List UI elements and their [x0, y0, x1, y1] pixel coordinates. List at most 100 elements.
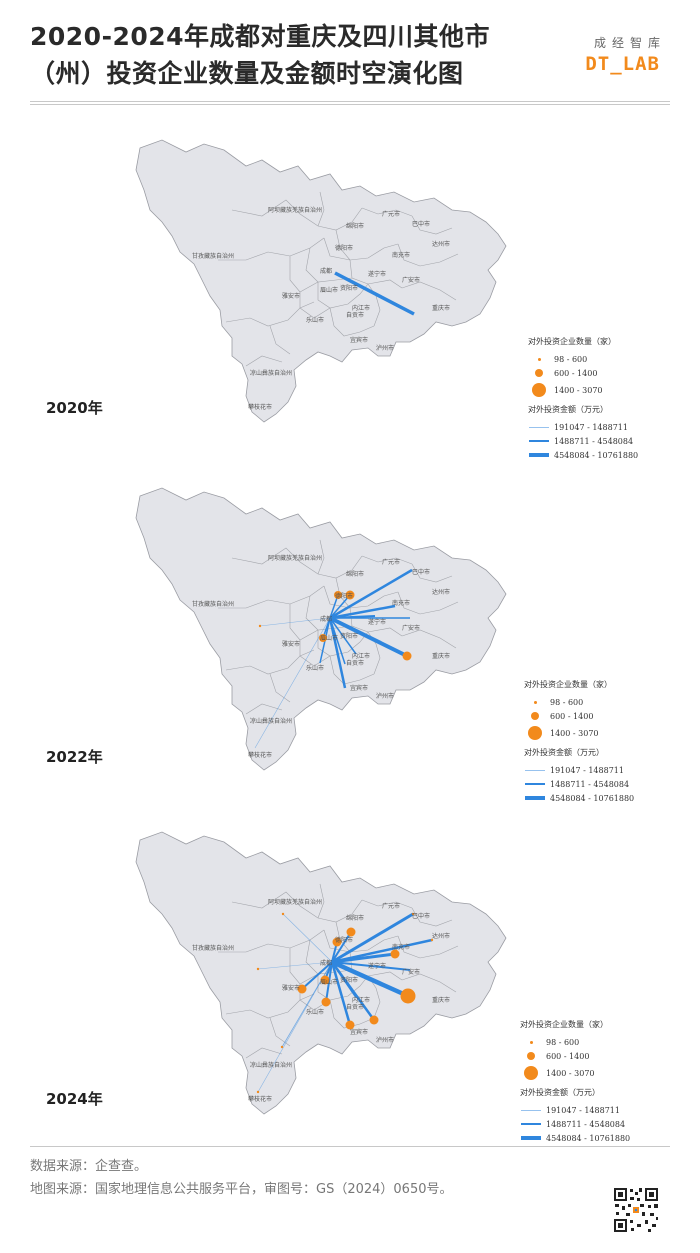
region-label: 遂宁市	[368, 270, 386, 278]
region-label: 广元市	[382, 210, 400, 218]
sichuan-region-shape	[135, 487, 507, 771]
legend-count-item: 1400 - 3070	[528, 380, 638, 400]
region-label: 眉山市	[320, 978, 338, 986]
map-2020: 阿坝藏族羌族自治州 甘孜藏族自治州 凉山彝族自治州 攀枝花市 广元市 巴中市 达州市 南充市 绵…	[0, 130, 700, 460]
footer-divider	[30, 1146, 670, 1147]
flow-line-chongqing	[331, 959, 409, 999]
header-divider	[30, 101, 670, 102]
flow-line-suining	[329, 615, 376, 619]
flow-line-panzhihua	[257, 961, 333, 1093]
legend-amount-item: 191047 - 1488711	[524, 763, 634, 777]
legend-count-item: 1400 - 3070	[524, 723, 634, 743]
count-dot-luzhou	[369, 1015, 379, 1025]
region-label: 资阳市	[340, 976, 358, 984]
region-label: 甘孜藏族自治州	[192, 252, 234, 260]
region-label: 凉山彝族自治州	[250, 369, 292, 377]
region-label: 绵阳市	[346, 914, 364, 922]
flow-line-neijiang	[329, 617, 357, 655]
region-label: 南充市	[392, 943, 410, 951]
region-label: 泸州市	[376, 1036, 394, 1044]
region-label: 巴中市	[412, 912, 430, 920]
page-title: 2020-2024年成都对重庆及四川其他市（州）投资企业数量及金额时空演化图	[30, 22, 491, 88]
legend-amount-item: 1488711 - 4548084	[520, 1117, 630, 1131]
legend-2022: 对外投资企业数量（家） 98 - 600 600 - 1400 1400 - 3…	[524, 679, 634, 805]
region-label: 乐山市	[306, 664, 324, 672]
region-label: 达州市	[432, 588, 450, 596]
region-label: 雅安市	[282, 640, 300, 648]
region-label: 南充市	[392, 251, 410, 259]
legend-count-item: 600 - 1400	[524, 709, 634, 723]
legend-count-title: 对外投资企业数量（家）	[524, 680, 612, 689]
investment-marks-2024	[256, 912, 434, 1094]
brand-name-cn: 成经智库	[593, 36, 666, 50]
flow-line-chongqing	[329, 616, 408, 658]
region-label: 重庆市	[432, 304, 450, 312]
region-label: 重庆市	[432, 652, 450, 660]
legend-amount-item: 4548084 - 10761880	[528, 448, 638, 462]
legend-amount-title: 对外投资金额（万元）	[524, 748, 604, 757]
flow-line-nanchong	[329, 604, 396, 620]
region-label: 阿坝藏族羌族自治州	[268, 206, 322, 214]
region-label: 德阳市	[335, 244, 353, 252]
region-label: 攀枝花市	[248, 1095, 272, 1103]
region-label: 宜宾市	[350, 684, 368, 692]
region-label: 阿坝藏族羌族自治州	[268, 898, 322, 906]
flow-line-zigong	[329, 617, 346, 665]
flow-line-ganzi	[257, 961, 333, 970]
count-dot-yibin	[345, 1020, 355, 1030]
region-label: 自贡市	[346, 1003, 364, 1011]
count-dot-meishan	[320, 975, 330, 985]
region-label: 广安市	[402, 624, 420, 632]
region-label: 绵阳市	[346, 222, 364, 230]
count-dot-bazhong	[411, 912, 415, 916]
region-label: 成都	[320, 959, 332, 967]
region-label: 自贡市	[346, 659, 364, 667]
flow-line-mianyang	[331, 931, 352, 963]
region-label: 资阳市	[340, 284, 358, 292]
year-label-2022: 2022年	[46, 748, 103, 766]
region-label: 甘孜藏族自治州	[192, 944, 234, 952]
region-label: 甘孜藏族自治州	[192, 600, 234, 608]
region-label: 内江市	[352, 652, 370, 660]
region-label: 阿坝藏族羌族自治州	[268, 554, 322, 562]
legend-amount-item: 4548084 - 10761880	[520, 1131, 630, 1145]
region-label: 凉山彝族自治州	[250, 717, 292, 725]
flow-line-panzhihua	[254, 617, 331, 749]
legend-amount-item: 1488711 - 4548084	[528, 434, 638, 448]
legend-count-item: 600 - 1400	[520, 1049, 630, 1063]
legend-amount-item: 4548084 - 10761880	[524, 791, 634, 805]
legend-2024: 对外投资企业数量（家） 98 - 600 600 - 1400 1400 - 3…	[520, 1019, 630, 1145]
region-label: 资阳市	[340, 632, 358, 640]
count-dot-deyang	[334, 591, 342, 599]
map-2024: 阿坝藏族羌族自治州 甘孜藏族自治州 凉山彝族自治州 攀枝花市 广元市 巴中市 达州市 南充市 绵…	[0, 822, 700, 1152]
region-label: 雅安市	[282, 984, 300, 992]
flow-line-guangan	[331, 961, 411, 971]
region-label: 广安市	[402, 276, 420, 284]
region-label: 遂宁市	[368, 618, 386, 626]
region-label: 巴中市	[412, 220, 430, 228]
flow-line-ya-an	[301, 961, 333, 990]
count-dot-aba	[258, 624, 262, 628]
region-label: 达州市	[432, 240, 450, 248]
region-label: 内江市	[352, 996, 370, 1004]
region-label: 重庆市	[432, 996, 450, 1004]
legend-count-item: 98 - 600	[524, 695, 634, 709]
legend-2020: 对外投资企业数量（家） 98 - 600 600 - 1400 1400 - 3…	[528, 336, 638, 462]
region-label: 德阳市	[335, 592, 353, 600]
flow-line-yibin	[328, 617, 347, 689]
legend-count-item: 1400 - 3070	[520, 1063, 630, 1083]
region-label: 凉山彝族自治州	[250, 1061, 292, 1069]
region-label: 南充市	[392, 599, 410, 607]
count-dot-aba	[281, 912, 285, 916]
count-dot-nanchong	[390, 949, 400, 959]
region-label: 泸州市	[376, 692, 394, 700]
region-label: 遂宁市	[368, 962, 386, 970]
count-dot-leshan	[321, 997, 331, 1007]
legend-amount-title: 对外投资金额（万元）	[528, 405, 608, 414]
map-source: 地图来源：国家地理信息公共服务平台，审图号：GS（2024）0650号。	[30, 1182, 453, 1197]
legend-count-item: 98 - 600	[528, 352, 638, 366]
region-label: 泸州市	[376, 344, 394, 352]
region-label: 眉山市	[320, 286, 338, 294]
flow-line-aba	[282, 913, 333, 963]
count-dot-meishan	[319, 634, 327, 642]
